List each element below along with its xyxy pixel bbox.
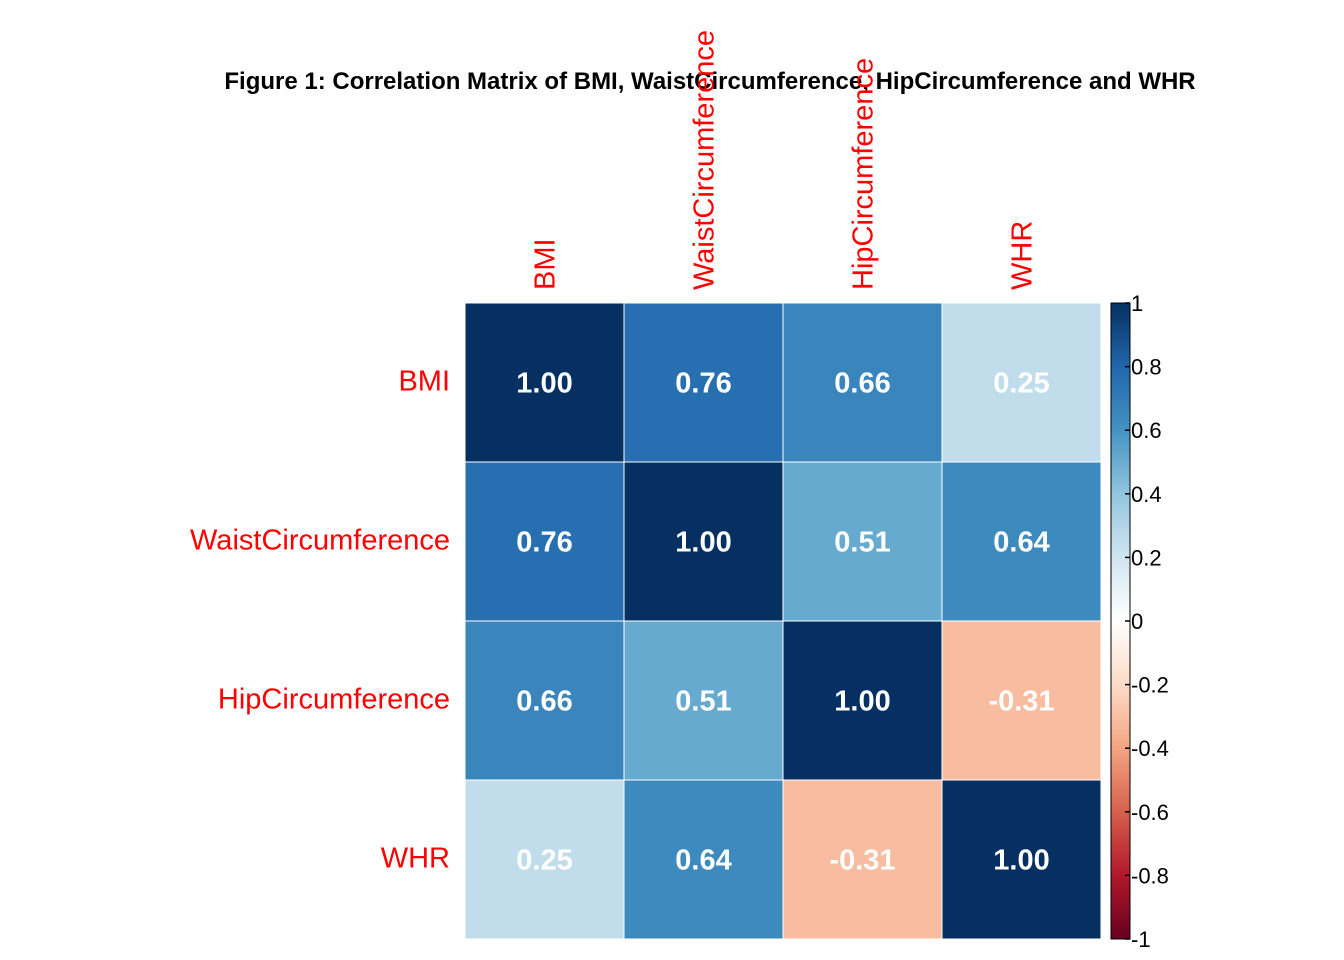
heatmap-cells: 1.00 0.76 0.66 0.25 0.76 1.00 0.51 0.64 0.66 0.51… — [464, 302, 1102, 940]
column-labels: BMI WaistCircumference HipCircumference WHR — [530, 30, 1039, 290]
cell-value-label: 1.00 — [834, 686, 890, 718]
column-label: WaistCircumference — [689, 30, 721, 290]
heatmap-cell — [464, 779, 625, 940]
cell-value-label: 0.51 — [675, 686, 731, 718]
heatmap-cell — [941, 779, 1102, 940]
cell-value-label: 1.00 — [675, 527, 731, 559]
cell-value-label: 0.76 — [675, 368, 731, 400]
cell-value-label: 0.25 — [516, 845, 572, 877]
column-label: WHR — [1007, 221, 1039, 290]
cell-value-label: 0.66 — [834, 368, 890, 400]
heatmap-cell — [623, 302, 784, 463]
heatmap-cell — [782, 461, 943, 622]
heatmap-cell — [464, 620, 625, 781]
heatmap-cell — [941, 620, 1102, 781]
row-label: HipCircumference — [218, 684, 450, 716]
heatmap-cell — [623, 461, 784, 622]
cell-value-label: 0.66 — [516, 686, 572, 718]
colorbar-tick-label: -0.8 — [1131, 863, 1169, 888]
colorbar-tick-label: 0.4 — [1131, 482, 1162, 507]
colorbar-tick-label: 0 — [1131, 609, 1143, 634]
colorbar-tick-label: -0.4 — [1131, 736, 1169, 761]
colorbar-tick-label: 0.6 — [1131, 418, 1162, 443]
heatmap-cell — [782, 779, 943, 940]
colorbar-tick-label: -0.6 — [1131, 800, 1169, 825]
column-label: HipCircumference — [848, 58, 880, 290]
cell-value-label: 0.25 — [993, 368, 1049, 400]
heatmap-cell — [782, 302, 943, 463]
cell-value-label: 1.00 — [993, 845, 1049, 877]
heatmap-cell — [941, 461, 1102, 622]
chart-title: Figure 1: Correlation Matrix of BMI, Wai… — [224, 68, 1195, 95]
cell-value-label: 0.64 — [993, 527, 1049, 559]
row-labels: BMI WaistCircumference HipCircumference WHR — [190, 366, 450, 875]
cell-value-label: -0.31 — [829, 845, 895, 877]
cell-value-label: -0.31 — [988, 686, 1054, 718]
colorbar: 1 0.8 0.6 0.4 0.2 0 -0.2 -0.4 -0.6 -0.8 -1 — [1110, 291, 1169, 952]
row-label: BMI — [398, 366, 450, 398]
heatmap-cell — [464, 302, 625, 463]
colorbar-tick-label: 1 — [1131, 291, 1143, 316]
cell-value-label: 0.64 — [675, 845, 731, 877]
colorbar-tick-label: -1 — [1131, 927, 1151, 952]
cell-value-label: 0.51 — [834, 527, 890, 559]
heatmap-cell — [623, 779, 784, 940]
heatmap-cell — [941, 302, 1102, 463]
colorbar-tick-label: 0.2 — [1131, 545, 1162, 570]
heatmap-cell — [623, 620, 784, 781]
cell-value-label: 0.76 — [516, 527, 572, 559]
colorbar-tick-label: 0.8 — [1131, 355, 1162, 380]
column-label: BMI — [530, 238, 562, 290]
row-label: WHR — [381, 843, 450, 875]
cell-value-label: 1.00 — [516, 368, 572, 400]
colorbar-tick-label: -0.2 — [1131, 673, 1169, 698]
row-label: WaistCircumference — [190, 525, 450, 557]
